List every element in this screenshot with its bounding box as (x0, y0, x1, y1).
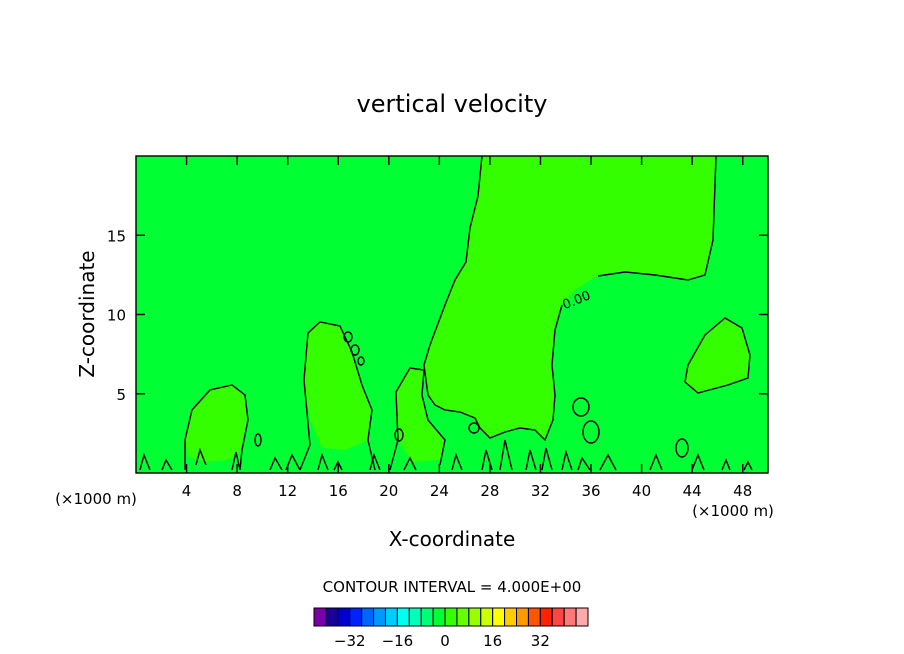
x-tick-label: 16 (329, 482, 348, 500)
x-axis-label: X-coordinate (389, 527, 516, 551)
colorbar-tick-label: −16 (382, 632, 414, 650)
updraft-region-west (185, 385, 248, 462)
x-tick-label: 40 (632, 482, 651, 500)
contour-cell-2 (350, 344, 360, 356)
x-tick-label: 32 (531, 482, 550, 500)
x-tick-label: 36 (581, 482, 600, 500)
contour-cell-7 (254, 433, 262, 447)
x-axis-unit-right: (×1000 m) (692, 502, 774, 520)
colorbar-swatch (444, 607, 458, 627)
x-tick-label: 4 (182, 482, 192, 500)
x-axis-unit-left: (×1000 m) (55, 490, 137, 508)
y-tick-label: 5 (116, 386, 126, 404)
contour-line-west (184, 384, 249, 471)
colorbar-swatch (361, 607, 375, 627)
contour-line-main-upper (597, 155, 717, 281)
updraft-region-east (685, 318, 750, 393)
contour-cell-6 (468, 422, 480, 434)
contour-cell-9 (675, 438, 689, 458)
colorbar-swatch (480, 607, 494, 627)
contour-line-main (423, 155, 563, 442)
x-tick-label: 48 (733, 482, 752, 500)
colorbar-tick-label: 32 (531, 632, 550, 650)
colorbar-swatch (396, 607, 410, 627)
contour-lines (139, 155, 753, 471)
colorbar-swatch (420, 607, 434, 627)
x-axis: 4 8 12 16 20 24 28 32 36 40 44 48 (182, 156, 752, 500)
x-tick-label: 28 (480, 482, 499, 500)
colorbar-swatch (408, 607, 422, 627)
colorbar-tick-label: 16 (483, 632, 502, 650)
colorbar-tick-labels: −32 −16 0 16 32 (334, 632, 550, 650)
contour-line-east (684, 317, 751, 394)
contour-cell-1 (343, 331, 353, 343)
contour-interval-label: CONTOUR INTERVAL = 4.000E+00 (323, 578, 582, 596)
chart-title: vertical velocity (357, 90, 548, 118)
positive-regions (185, 156, 750, 462)
colorbar-tick-label: 0 (440, 632, 450, 650)
contour-cell-5 (582, 420, 600, 444)
colorbar (313, 607, 589, 627)
colorbar-swatch (384, 607, 398, 627)
colorbar-swatch (551, 607, 565, 627)
colorbar-swatch (504, 607, 518, 627)
contour-cell-3 (357, 356, 365, 366)
plot-area: 0.00 (135, 155, 769, 474)
x-tick-label: 8 (232, 482, 242, 500)
colorbar-swatch (337, 607, 351, 627)
contour-line-center (389, 367, 446, 471)
colorbar-swatch (468, 607, 482, 627)
x-tick-label: 12 (278, 482, 297, 500)
colorbar-swatch (527, 607, 541, 627)
contour-cell-4 (572, 397, 590, 417)
updraft-region-mid (304, 322, 372, 450)
x-tick-label: 24 (430, 482, 449, 500)
y-tick-label: 15 (107, 227, 126, 245)
y-axis: 5 10 15 (107, 227, 768, 404)
contour-line-mid (299, 321, 376, 471)
x-tick-label: 20 (379, 482, 398, 500)
colorbar-swatch (516, 607, 529, 627)
colorbar-swatch (539, 607, 553, 627)
contour-wiggles-surface (139, 439, 753, 471)
colorbar-swatch (563, 607, 577, 627)
colorbar-swatch (325, 607, 339, 627)
colorbar-swatch (432, 607, 446, 627)
y-axis-label: Z-coordinate (75, 250, 99, 377)
colorbar-swatch (313, 607, 327, 627)
colorbar-swatch (349, 607, 363, 627)
colorbar-tick-label: −32 (334, 632, 366, 650)
colorbar-swatch (492, 607, 506, 627)
y-tick-label: 10 (107, 307, 126, 325)
colorbar-swatch (373, 607, 386, 627)
updraft-region-center (396, 368, 445, 462)
colorbar-swatch (575, 607, 589, 627)
colorbar-swatch (456, 607, 470, 627)
contour-cell-8 (394, 428, 404, 442)
x-tick-label: 44 (683, 482, 702, 500)
updraft-region-main (424, 156, 716, 440)
